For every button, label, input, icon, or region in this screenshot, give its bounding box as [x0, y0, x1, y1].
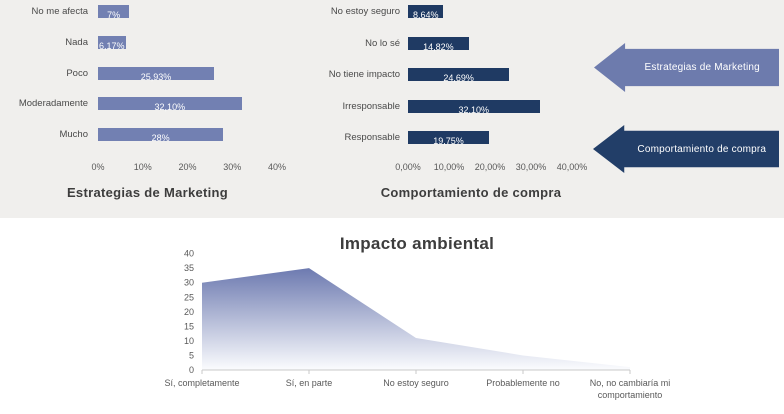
compra-category-label: No lo sé: [365, 37, 400, 49]
impacto-y-axis-tick-label: 20: [184, 307, 194, 317]
marketing-callout-arrow: Estrategias de Marketing: [594, 43, 779, 92]
impacto-x-axis-category-label: No, no cambiaría mi comportamiento: [589, 378, 671, 401]
impacto-area-series: [202, 268, 630, 370]
impacto-y-axis-tick-label: 40: [184, 249, 194, 259]
compra-x-axis-tick-label: 40,00%: [556, 162, 588, 172]
marketing-category-label: Poco: [66, 67, 88, 79]
compra-category-label: No estoy seguro: [330, 6, 400, 17]
impacto-y-axis-tick-label: 25: [184, 292, 194, 302]
marketing-x-axis-tick-label: 30%: [223, 162, 242, 172]
marketing-bar-value-label: 28%: [151, 133, 170, 144]
compra-bar-value-label: 14,82%: [423, 41, 454, 52]
marketing-x-axis-tick-label: 20%: [178, 162, 197, 172]
marketing-category-label: Mucho: [59, 129, 88, 141]
compra-category-label: Irresponsable: [342, 100, 400, 112]
compra-callout-arrow: Comportamiento de compra: [593, 125, 779, 173]
compra-bar: 24,69%: [408, 68, 510, 83]
impacto-x-axis-category-label: Sí, en parte: [285, 378, 333, 388]
top-section: Estrategias de Marketing No me afecta 7% N…: [0, 0, 784, 218]
compra-chart-title: Comportamiento de compra: [380, 185, 562, 200]
marketing-chart-title: Estrategias de Marketing: [66, 185, 229, 200]
impacto-x-axis-category-label: Probablemente no: [486, 378, 560, 388]
compra-bar: 14,82%: [408, 36, 469, 52]
marketing-x-axis-tick-label: 10%: [133, 162, 152, 172]
compra-bar-value-label: 19,75%: [433, 136, 464, 146]
impacto-y-axis-tick-label: 30: [184, 278, 194, 288]
marketing-bar-value-label: 6,17%: [99, 40, 125, 51]
marketing-x-axis-tick-label: 0%: [91, 162, 105, 172]
compra-bar-value-label: 24,69%: [443, 73, 474, 83]
compra-bar-value-label: 32,10%: [458, 104, 490, 115]
compra-bar: 32,10%: [408, 99, 540, 115]
marketing-bar: 32,10%: [98, 97, 242, 113]
compra-category-label: No tiene impacto: [328, 69, 400, 80]
impacto-x-axis-category-label: No estoy seguro: [383, 378, 449, 388]
impacto-y-axis-tick-label: 35: [184, 263, 194, 273]
compra-x-axis-tick-label: 30,00%: [515, 162, 547, 172]
marketing-bar-value-label: 32,10%: [154, 102, 186, 113]
impacto-y-axis-tick-label: 5: [189, 350, 194, 360]
marketing-callout-label: Estrategias de Marketing: [644, 62, 760, 73]
compra-x-axis-tick-label: 20,00%: [474, 162, 506, 172]
marketing-bar-value-label: 25,93%: [140, 71, 172, 82]
impacto-chart-title: Impacto ambiental: [339, 234, 495, 253]
compra-x-axis-tick-label: 0,00%: [395, 162, 421, 172]
marketing-bar: 28%: [98, 128, 224, 144]
compra-bar-chart: Comportamiento de compra No estoy seguro…: [280, 0, 600, 218]
bottom-section: Impacto ambiental 0 5 10 15 20 25 30 35 40 Sí, c…: [0, 218, 784, 414]
marketing-x-axis-tick-label: 40%: [267, 162, 287, 172]
marketing-category-label: Moderadamente: [18, 98, 88, 110]
marketing-bar-value-label: 7%: [107, 10, 121, 20]
compra-callout-label: Comportamiento de compra: [637, 143, 767, 155]
marketing-bar-chart: Estrategias de Marketing No me afecta 7% N…: [0, 0, 300, 218]
impacto-area-chart: 0 5 10 15 20 25 30 35 40: [184, 249, 631, 375]
compra-bar: 19,75%: [408, 131, 489, 146]
compra-bar: 8,64%: [408, 5, 444, 20]
marketing-bar: 6,17%: [98, 35, 126, 51]
marketing-category-label: No me afecta: [31, 6, 89, 17]
marketing-bar: 25,93%: [98, 66, 215, 82]
impacto-y-axis-tick-label: 15: [184, 321, 194, 331]
compra-category-label: Responsable: [344, 132, 400, 143]
compra-x-axis-tick-label: 10,00%: [433, 162, 465, 172]
compra-bar-value-label: 8,64%: [412, 10, 439, 20]
marketing-category-label: Nada: [65, 36, 88, 48]
impacto-x-axis-category-label: Sí, completamente: [164, 378, 240, 388]
marketing-bar: 7%: [98, 5, 130, 20]
impacto-y-axis-tick-label: 0: [189, 365, 194, 375]
impacto-y-axis-tick-label: 10: [184, 336, 194, 346]
